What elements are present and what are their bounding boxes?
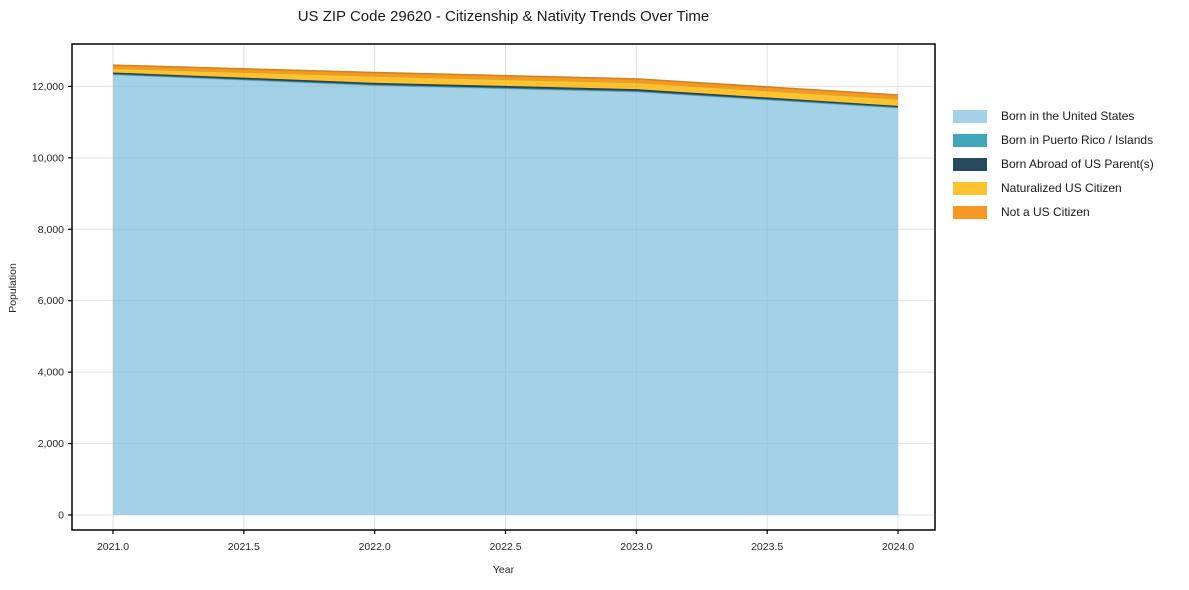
x-axis-label: Year	[492, 564, 515, 576]
legend-swatch-icon	[953, 181, 987, 195]
svg-text:2023.5: 2023.5	[751, 541, 783, 553]
legend-label: Born in the United States	[1001, 109, 1135, 123]
legend-swatch-icon	[953, 157, 987, 171]
legend-item: Born Abroad of US Parent(s)	[953, 152, 1154, 176]
legend-label: Born Abroad of US Parent(s)	[1001, 157, 1154, 171]
svg-text:2021.5: 2021.5	[228, 541, 260, 553]
legend-swatch-icon	[953, 109, 987, 123]
area-3	[113, 68, 898, 106]
legend-swatch-icon	[953, 205, 987, 219]
area-2	[113, 72, 898, 108]
chart-title: US ZIP Code 29620 - Citizenship & Nativi…	[297, 8, 710, 25]
gridlines-overlay	[72, 44, 935, 530]
svg-text:2022.0: 2022.0	[359, 541, 391, 553]
svg-text:2021.0: 2021.0	[97, 541, 129, 553]
svg-text:8,000: 8,000	[38, 224, 64, 236]
legend: Born in the United States Born in Puerto …	[953, 104, 1154, 224]
x-axis-ticks: 2021.0 2021.5 2022.0 2022.5 2023.0 2023.5 2024…	[97, 530, 914, 553]
plot-border	[71, 43, 936, 531]
area-edge-4	[112, 64, 899, 96]
svg-text:10,000: 10,000	[32, 152, 64, 164]
legend-item: Born in Puerto Rico / Islands	[953, 128, 1154, 152]
legend-label: Born in Puerto Rico / Islands	[1001, 133, 1154, 147]
svg-text:12,000: 12,000	[32, 81, 64, 93]
legend-item: Naturalized US Citizen	[953, 176, 1154, 200]
svg-text:0: 0	[58, 510, 64, 522]
svg-text:2023.0: 2023.0	[620, 541, 652, 553]
legend-swatch-icon	[953, 133, 987, 147]
area-4	[113, 65, 898, 99]
legend-label: Not a US Citizen	[1001, 205, 1090, 219]
y-axis-label: Population	[7, 263, 19, 313]
y-axis-ticks: 0 2,000 4,000 6,000 8,000 10,000 12,000	[32, 81, 72, 522]
svg-text:2022.5: 2022.5	[489, 541, 521, 553]
legend-label: Naturalized US Citizen	[1001, 181, 1122, 195]
legend-item: Not a US Citizen	[953, 200, 1154, 224]
area-series	[112, 64, 899, 516]
svg-text:4,000: 4,000	[38, 367, 64, 379]
svg-text:6,000: 6,000	[38, 295, 64, 307]
svg-text:2,000: 2,000	[38, 438, 64, 450]
svg-text:2024.0: 2024.0	[882, 541, 914, 553]
area-0	[113, 74, 898, 516]
legend-item: Born in the United States	[953, 104, 1154, 128]
